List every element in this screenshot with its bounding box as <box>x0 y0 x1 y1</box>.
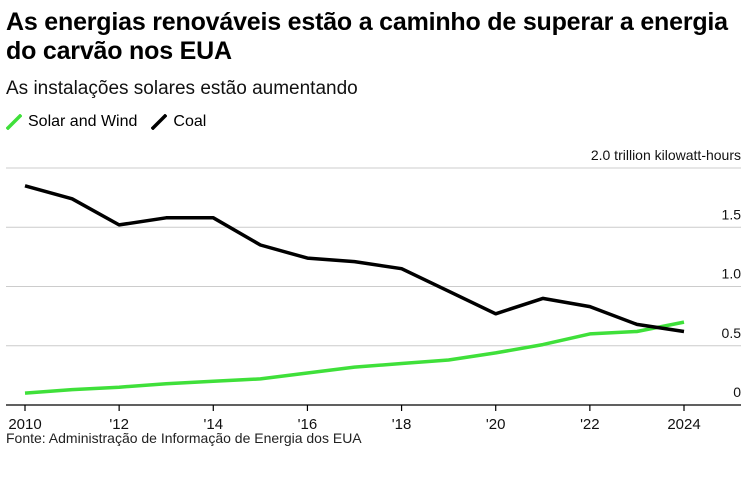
y-tick-label-4: 2.0 trillion kilowatt-hours <box>591 147 741 163</box>
chart-title: As energias renováveis estão a caminho d… <box>6 8 728 65</box>
series-line-coal <box>24 184 685 334</box>
legend-swatch-solar-wind <box>6 114 22 130</box>
chart-subtitle: As instalações solares estão aumentando <box>6 78 358 99</box>
y-tick-label-2: 1.0 <box>722 266 741 282</box>
x-tick-label-2: '14 <box>204 416 224 433</box>
legend-item-solar-wind: Solar and Wind <box>6 112 137 132</box>
x-tick-label-6: '22 <box>580 416 600 433</box>
x-tick-label-7: 2024 <box>667 416 700 433</box>
x-tick-label-0: 2010 <box>8 416 41 433</box>
legend-item-coal: Coal <box>151 112 206 132</box>
x-tick-label-5: '20 <box>486 416 506 433</box>
x-tick-label-1: '12 <box>109 416 129 433</box>
legend-label-coal: Coal <box>173 113 207 130</box>
x-tick-label-3: '16 <box>298 416 318 433</box>
x-tick-label-4: '18 <box>392 416 412 433</box>
y-tick-label-1: 0.5 <box>722 325 741 341</box>
legend-label-solar-wind: Solar and Wind <box>28 113 138 130</box>
y-tick-label-3: 1.5 <box>722 206 741 222</box>
y-tick-label-0: 0 <box>733 384 741 400</box>
legend: Solar and Wind Coal <box>6 112 220 132</box>
series-line-solar-and-wind <box>24 320 685 395</box>
source-note: Fonte: Administração de Informação de En… <box>6 430 362 446</box>
legend-swatch-coal <box>151 114 168 130</box>
